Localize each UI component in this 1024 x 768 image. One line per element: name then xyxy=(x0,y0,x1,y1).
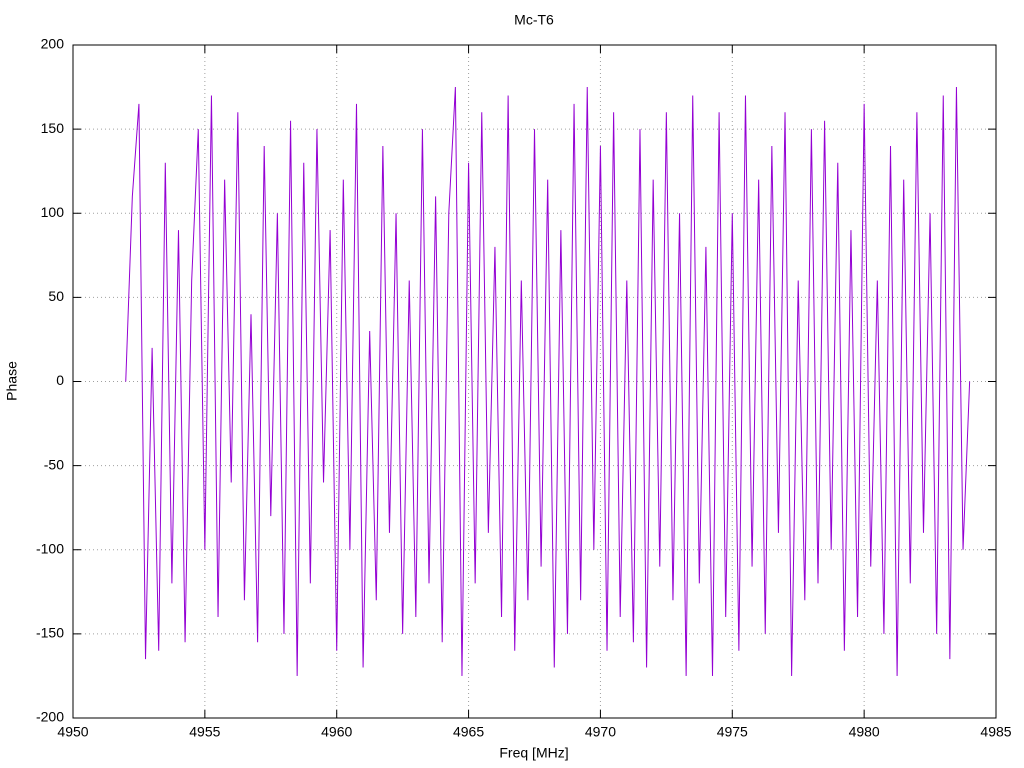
x-tick-label: 4965 xyxy=(453,724,484,740)
y-axis-label: Phase xyxy=(4,361,20,401)
data-line xyxy=(125,87,971,676)
y-tick-label: 50 xyxy=(48,288,64,304)
y-tick-label: -100 xyxy=(36,540,64,556)
x-tick-label: 4960 xyxy=(321,724,352,740)
chart-title: Mc-T6 xyxy=(514,12,554,28)
x-tick-label: 4955 xyxy=(189,724,220,740)
y-tick-label: -150 xyxy=(36,625,64,641)
y-tick-label: -200 xyxy=(36,709,64,725)
x-tick-label: 4975 xyxy=(717,724,748,740)
y-tick-label: 150 xyxy=(41,120,65,136)
x-axis-label: Freq [MHz] xyxy=(499,745,568,761)
x-tick-label: 4950 xyxy=(57,724,88,740)
y-tick-label: 0 xyxy=(56,372,64,388)
x-tick-label: 4985 xyxy=(980,724,1011,740)
y-tick-label: -50 xyxy=(44,456,64,472)
x-tick-label: 4980 xyxy=(849,724,880,740)
x-tick-label: 4970 xyxy=(585,724,616,740)
y-tick-label: 100 xyxy=(41,204,65,220)
plot-border xyxy=(72,44,997,719)
y-tick-label: 200 xyxy=(41,36,65,52)
